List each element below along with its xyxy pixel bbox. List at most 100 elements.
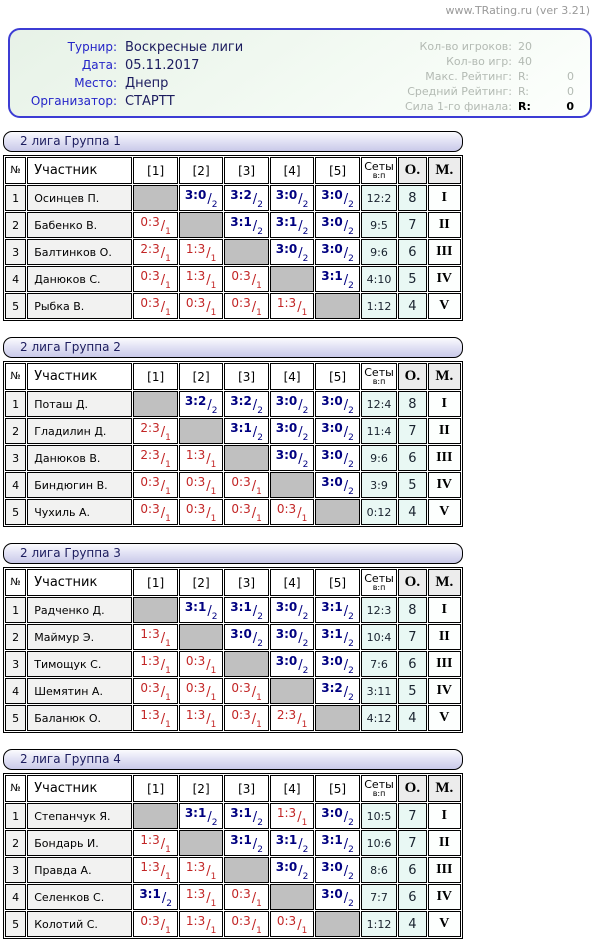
- match-score: 3:0: [321, 447, 343, 462]
- col-opponent-1: [1]: [133, 363, 178, 390]
- col-points: О.: [398, 157, 427, 184]
- meta-label: Турнир:: [67, 40, 117, 54]
- match-result-cell: 1:31: [178, 266, 224, 292]
- match-points-fraction: 2: [298, 604, 308, 622]
- match-points-fraction: 2: [298, 246, 308, 264]
- match-result-cell: 0:31: [133, 472, 178, 498]
- diagonal-cell: [269, 884, 315, 910]
- match-score: 0:3: [231, 501, 251, 516]
- match-score: 1:3: [276, 805, 297, 820]
- match-points-fraction: 1: [252, 891, 262, 909]
- sets-ratio: 1:12: [360, 911, 398, 937]
- match-score: 3:0: [275, 599, 298, 614]
- match-result-cell: 0:31: [178, 472, 224, 498]
- diagonal-cell: [269, 266, 315, 292]
- points: 4: [398, 705, 427, 731]
- match-score: 3:0: [321, 241, 343, 256]
- match-score: 3:0: [184, 187, 207, 202]
- match-score: 3:0: [275, 859, 298, 874]
- match-result-cell: 1:31: [178, 445, 224, 471]
- group-title: 2 лига Группа 3: [3, 543, 463, 564]
- diagonal-cell: [133, 185, 178, 211]
- match-points-fraction: 2: [344, 631, 354, 649]
- match-result-cell: 3:12: [178, 803, 224, 829]
- stat-value-number: [550, 55, 576, 68]
- points: 7: [398, 418, 427, 444]
- match-points-fraction: 1: [206, 479, 216, 497]
- match-points-fraction: 1: [252, 712, 262, 730]
- match-result-cell: 3:12: [224, 212, 269, 238]
- group-title: 2 лига Группа 2: [3, 337, 463, 358]
- stat-value: R:: [518, 85, 530, 98]
- match-score: 3:1: [321, 599, 343, 614]
- match-result-cell: 3:12: [133, 884, 178, 910]
- col-sets: Сеты в:п: [360, 775, 398, 802]
- diagonal-cell: [315, 705, 360, 731]
- sets-ratio: 9:6: [360, 239, 398, 265]
- match-score: 3:1: [275, 214, 298, 229]
- match-points-fraction: 2: [298, 452, 308, 470]
- match-result-cell: 0:31: [224, 472, 269, 498]
- match-score: 3:0: [321, 420, 343, 435]
- sets-ratio: 11:4: [360, 418, 398, 444]
- match-result-cell: 3:02: [269, 624, 315, 650]
- match-points-fraction: 2: [344, 425, 354, 443]
- match-result-cell: 0:31: [224, 884, 269, 910]
- col-points: О.: [398, 363, 427, 390]
- col-place: М.: [427, 775, 461, 802]
- match-points-fraction: 1: [161, 425, 171, 443]
- match-points-fraction: 2: [344, 864, 354, 882]
- match-result-cell: 3:12: [315, 624, 360, 650]
- match-points-fraction: 2: [207, 398, 217, 416]
- col-opponent-4: [4]: [269, 775, 315, 802]
- col-opponent-2: [2]: [178, 363, 224, 390]
- match-points-fraction: 2: [344, 398, 354, 416]
- group-section: 2 лига Группа 4 № Участник [1] [2] [3] [4] [5] С…: [3, 749, 463, 939]
- match-score: 3:0: [275, 420, 298, 435]
- player-number: 5: [5, 705, 27, 731]
- points: 8: [398, 185, 427, 211]
- match-score: 1:3: [140, 626, 160, 641]
- match-result-cell: 0:31: [178, 678, 224, 704]
- sets-ratio: 12:2: [360, 185, 398, 211]
- match-points-fraction: 2: [207, 192, 217, 210]
- place-roman: IV: [427, 266, 461, 292]
- match-points-fraction: 1: [161, 246, 171, 264]
- match-score: 0:3: [231, 474, 251, 489]
- player-number: 1: [5, 391, 27, 417]
- col-number: №: [5, 775, 27, 802]
- match-points-fraction: 1: [206, 685, 216, 703]
- col-sets: Сеты в:п: [360, 363, 398, 390]
- sets-ratio: 9:5: [360, 212, 398, 238]
- match-score: 0:3: [185, 680, 206, 695]
- sets-ratio: 7:7: [360, 884, 398, 910]
- place-roman: I: [427, 391, 461, 417]
- player-name: Балтинков О.: [27, 239, 133, 265]
- match-points-fraction: 2: [298, 631, 308, 649]
- tournament-stats: Кол-во игроков: 20 Кол-во игр: 40 Макс. Рейт…: [405, 40, 576, 113]
- col-points: О.: [398, 775, 427, 802]
- match-points-fraction: 1: [161, 864, 171, 882]
- header-row: № Участник [1] [2] [3] [4] [5] Сеты в:п О. М.: [5, 775, 461, 802]
- match-result-cell: 3:02: [269, 857, 315, 883]
- stat-value: R:: [518, 100, 531, 113]
- stat-label: Макс. Рейтинг:: [425, 70, 512, 83]
- player-name: Радченко Д.: [27, 597, 133, 623]
- match-result-cell: 1:31: [133, 624, 178, 650]
- player-name: Баланюк О.: [27, 705, 133, 731]
- match-score: 3:1: [275, 832, 298, 847]
- match-points-fraction: 2: [344, 837, 354, 855]
- points: 6: [398, 239, 427, 265]
- player-number: 3: [5, 445, 27, 471]
- player-number: 1: [5, 185, 27, 211]
- place-roman: III: [427, 857, 461, 883]
- match-score: 0:3: [140, 680, 160, 695]
- stat-label: Средний Рейтинг:: [407, 85, 512, 98]
- stat-label: Сила 1-го финала:: [404, 100, 512, 113]
- points: 7: [398, 212, 427, 238]
- match-score: 3:0: [275, 393, 298, 408]
